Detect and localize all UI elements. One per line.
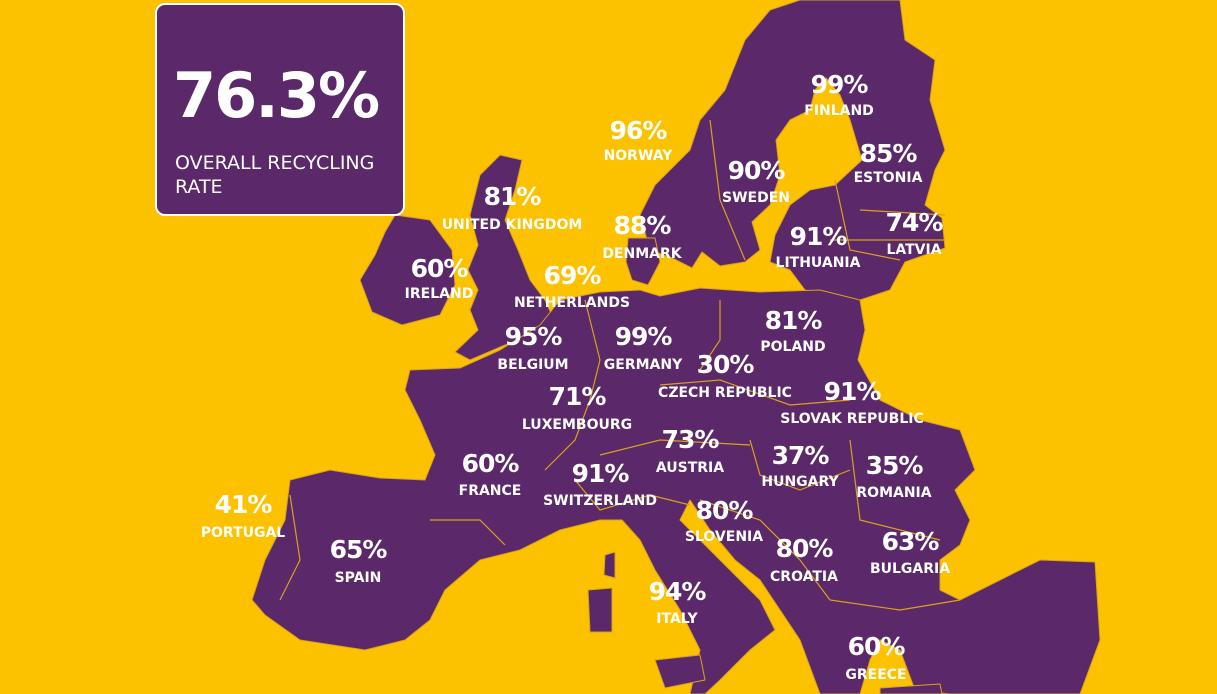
rate-luxembourg: 71% [549, 382, 607, 411]
ireland-landmass [359, 214, 456, 326]
label-czech-republic: 30% CZECH REPUBLIC [658, 350, 792, 401]
name-austria: AUSTRIA [656, 460, 724, 476]
sicily-island [654, 654, 706, 689]
label-lithuania: 91% LITHUANIA [776, 222, 861, 271]
rate-slovak-republic: 91% [824, 377, 882, 406]
name-lithuania: LITHUANIA [776, 255, 861, 271]
rate-hungary: 37% [772, 441, 830, 470]
name-spain: SPAIN [335, 570, 382, 586]
label-spain: 65% SPAIN [330, 535, 389, 586]
name-hungary: HUNGARY [761, 474, 839, 490]
name-bulgaria: BULGARIA [870, 561, 950, 577]
label-france: 60% FRANCE [459, 449, 522, 499]
rate-poland: 81% [765, 306, 823, 335]
rate-greece: 60% [848, 632, 906, 661]
label-germany: 99% GERMANY [604, 322, 683, 373]
rate-united-kingdom: 81% [484, 182, 542, 211]
label-switzerland: 91% SWITZERLAND [543, 459, 657, 509]
rate-austria: 73% [662, 425, 720, 454]
name-slovak-republic: SLOVAK REPUBLIC [780, 411, 924, 427]
label-portugal: 41% PORTUGAL [201, 490, 286, 541]
rate-belgium: 95% [505, 322, 563, 351]
label-finland: 99% FINLAND [804, 70, 874, 119]
rate-denmark: 88% [614, 211, 672, 240]
label-denmark: 88% DENMARK [602, 211, 682, 262]
label-united-kingdom: 81% UNITED KINGDOM [442, 182, 583, 233]
overall-rate-value: 76.3% [173, 59, 380, 132]
rate-norway: 96% [610, 116, 668, 145]
rate-bulgaria: 63% [882, 527, 940, 556]
name-greece: GREECE [845, 667, 906, 683]
name-united-kingdom: UNITED KINGDOM [442, 217, 583, 233]
rate-romania: 35% [866, 451, 924, 480]
name-ireland: IRELAND [405, 286, 474, 302]
rate-latvia: 74% [886, 208, 944, 237]
label-netherlands: 69% NETHERLANDS [514, 261, 630, 311]
label-norway: 96% NORWAY [604, 116, 674, 164]
name-latvia: LATVIA [886, 242, 941, 258]
name-romania: ROMANIA [856, 485, 931, 501]
label-slovenia: 80% SLOVENIA [685, 496, 763, 545]
name-czech-republic: CZECH REPUBLIC [658, 385, 792, 401]
rate-switzerland: 91% [572, 459, 630, 488]
rate-czech-republic: 30% [697, 350, 755, 379]
rate-portugal: 41% [215, 490, 273, 519]
country-borders [279, 119, 961, 611]
label-belgium: 95% BELGIUM [497, 322, 568, 373]
rate-france: 60% [462, 449, 520, 478]
rate-estonia: 85% [860, 139, 918, 168]
rate-ireland: 60% [411, 254, 469, 283]
name-netherlands: NETHERLANDS [514, 295, 630, 311]
label-slovak-republic: 91% SLOVAK REPUBLIC [780, 377, 924, 427]
rate-lithuania: 91% [790, 222, 848, 251]
rate-italy: 94% [649, 577, 707, 606]
name-italy: ITALY [656, 611, 698, 627]
label-poland: 81% POLAND [760, 306, 825, 355]
label-austria: 73% AUSTRIA [656, 425, 724, 476]
label-hungary: 37% HUNGARY [761, 441, 839, 490]
label-latvia: 74% LATVIA [886, 208, 945, 258]
name-poland: POLAND [760, 339, 825, 355]
label-romania: 35% ROMANIA [856, 451, 931, 501]
sardinia-island [587, 587, 613, 633]
name-belgium: BELGIUM [497, 357, 568, 373]
rate-sweden: 90% [728, 156, 786, 185]
overall-rate-panel: 76.3% OVERALL RECYCLING RATE [155, 3, 405, 216]
country-labels: 81% UNITED KINGDOM 60% IRELAND 96% NORWA… [201, 70, 950, 683]
label-luxembourg: 71% LUXEMBOURG [522, 382, 632, 433]
continental-europe-landmass [251, 287, 1101, 694]
rate-finland: 99% [811, 70, 869, 99]
name-portugal: PORTUGAL [201, 525, 286, 541]
rate-germany: 99% [615, 322, 673, 351]
name-norway: NORWAY [604, 148, 674, 164]
name-switzerland: SWITZERLAND [543, 493, 657, 509]
label-ireland: 60% IRELAND [405, 254, 474, 302]
overall-rate-label: OVERALL RECYCLING RATE [175, 152, 375, 198]
name-denmark: DENMARK [602, 246, 682, 262]
name-sweden: SWEDEN [722, 190, 790, 206]
label-sweden: 90% SWEDEN [722, 156, 790, 206]
rate-croatia: 80% [776, 534, 834, 563]
scandinavia-landmass [639, 0, 946, 301]
rate-spain: 65% [330, 535, 388, 564]
denmark-landmass [625, 237, 661, 286]
label-greece: 60% GREECE [845, 632, 906, 683]
name-france: FRANCE [459, 483, 522, 499]
label-bulgaria: 63% BULGARIA [870, 527, 950, 577]
label-croatia: 80% CROATIA [770, 534, 838, 585]
label-italy: 94% ITALY [649, 577, 708, 627]
label-estonia: 85% ESTONIA [854, 139, 923, 186]
name-germany: GERMANY [604, 357, 683, 373]
name-slovenia: SLOVENIA [685, 529, 763, 545]
crete-island [879, 683, 943, 694]
name-finland: FINLAND [804, 103, 874, 119]
name-luxembourg: LUXEMBOURG [522, 417, 632, 433]
name-estonia: ESTONIA [854, 170, 923, 186]
name-croatia: CROATIA [770, 569, 838, 585]
corsica-island [603, 551, 616, 579]
rate-slovenia: 80% [696, 496, 754, 525]
rate-netherlands: 69% [544, 261, 602, 290]
